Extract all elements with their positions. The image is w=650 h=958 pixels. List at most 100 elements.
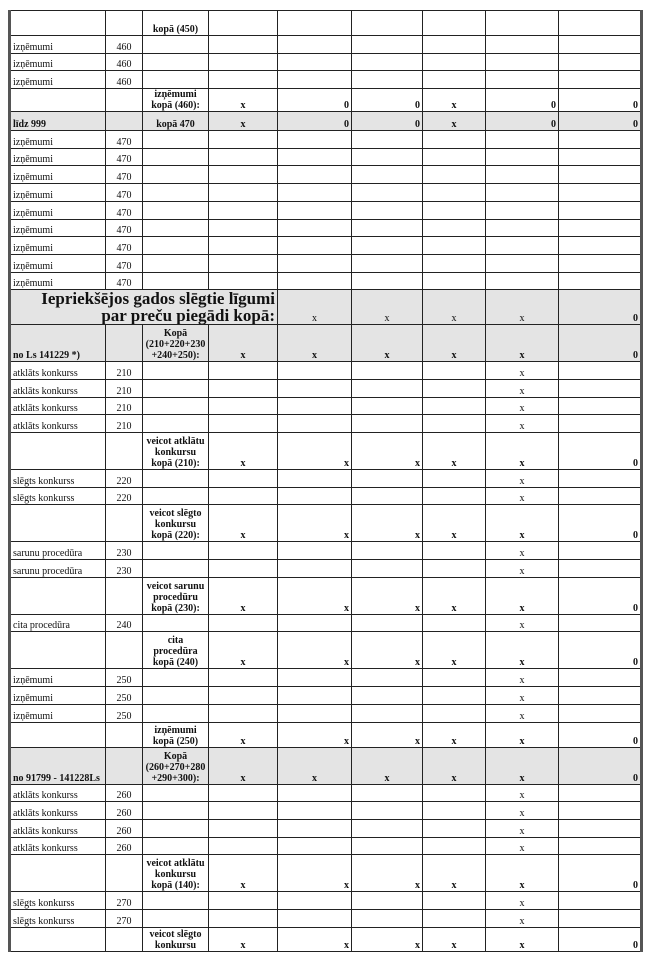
- table-cell: x: [277, 926, 352, 952]
- table-cell: [105, 746, 143, 785]
- table-cell: [208, 613, 278, 633]
- table-cell: [208, 486, 278, 506]
- table-row: izņēmumi 250 x: [9, 703, 642, 723]
- table-cell: [277, 147, 352, 167]
- table-cell: x: [422, 432, 486, 470]
- subtotal-row: veicot slēgto konkursu x x x x x 0: [9, 926, 642, 952]
- table-cell: 210: [105, 414, 143, 433]
- table-row: izņēmumi 470: [9, 271, 642, 291]
- group-total-row: līdz 999 kopā 470 x 0 0 x 0 0: [9, 111, 642, 132]
- table-cell: 0: [485, 111, 559, 132]
- table-cell: [558, 613, 642, 633]
- table-cell: [351, 783, 423, 803]
- table-cell: [105, 721, 143, 748]
- table-cell: [208, 783, 278, 803]
- table-cell: [277, 818, 352, 838]
- table-cell: [422, 486, 486, 506]
- table-cell: [351, 836, 423, 856]
- table-cell: x: [277, 746, 352, 785]
- table-cell: [485, 236, 559, 255]
- table-cell: [142, 801, 209, 820]
- table-cell: [558, 818, 642, 838]
- table-cell: [277, 783, 352, 803]
- table-cell: [277, 469, 352, 488]
- table-cell: [105, 631, 143, 670]
- table-cell: [208, 218, 278, 238]
- table-row: atklāts konkurss 260 x: [9, 801, 642, 820]
- table-cell: x: [485, 854, 559, 893]
- table-cell: 230: [105, 559, 143, 578]
- table-cell: [142, 130, 209, 149]
- group-total-row: no Ls 141229 *) Kopā (210+220+230 +240+25…: [9, 324, 642, 363]
- table-cell: 210: [105, 378, 143, 398]
- table-cell: [208, 891, 278, 910]
- table-cell: kopā 470: [142, 111, 209, 132]
- table-cell: [208, 147, 278, 167]
- table-cell: [422, 414, 486, 433]
- table-cell: [558, 52, 642, 72]
- table-cell: [277, 908, 352, 928]
- table-cell: x: [422, 576, 486, 615]
- table-cell: [558, 378, 642, 398]
- table-cell: x: [208, 111, 278, 132]
- table-cell: izņēmumi kopā (250): [142, 721, 209, 748]
- table-cell: 460: [105, 35, 143, 54]
- table-cell: [351, 361, 423, 380]
- table-cell: [277, 183, 352, 202]
- table-cell: [422, 10, 486, 36]
- table-cell: [277, 200, 352, 220]
- table-cell: x: [485, 414, 559, 433]
- table-cell: [277, 703, 352, 723]
- table-cell: [142, 818, 209, 838]
- table-cell: [485, 35, 559, 54]
- table-cell: [422, 200, 486, 220]
- table-row: izņēmumi 470: [9, 218, 642, 238]
- table-cell: [422, 218, 486, 238]
- table-cell: [558, 469, 642, 488]
- table-cell: 0: [558, 324, 642, 363]
- table-cell: x: [277, 432, 352, 470]
- table-cell: 470: [105, 253, 143, 273]
- table-row: izņēmumi 470: [9, 130, 642, 149]
- table-row: izņēmumi 470: [9, 147, 642, 167]
- table-cell: x: [422, 926, 486, 952]
- table-cell: x: [485, 908, 559, 928]
- table-cell: līdz 999: [9, 111, 106, 132]
- table-cell: veicot sarunu procedūru kopā (230):: [142, 576, 209, 615]
- table-cell: [558, 253, 642, 273]
- table-cell: [277, 891, 352, 910]
- table-cell: x: [208, 746, 278, 785]
- table-cell: izņēmumi: [9, 703, 106, 723]
- table-cell: izņēmumi: [9, 70, 106, 90]
- subtotal-row: veicot sarunu procedūru kopā (230): x x x x x…: [9, 576, 642, 615]
- table-cell: [208, 165, 278, 185]
- table-cell: izņēmumi kopā (460):: [142, 88, 209, 113]
- table-cell: [351, 271, 423, 291]
- table-row: atklāts konkurss 260 x: [9, 818, 642, 838]
- table-row: izņēmumi 460: [9, 35, 642, 54]
- table-cell: x: [422, 289, 486, 326]
- table-cell: [208, 836, 278, 856]
- table-cell: [485, 130, 559, 149]
- table-cell: [277, 218, 352, 238]
- table-cell: x: [485, 631, 559, 670]
- table-cell: [105, 576, 143, 615]
- table-cell: x: [351, 721, 423, 748]
- table-cell: atklāts konkurss: [9, 818, 106, 838]
- table-cell: x: [485, 613, 559, 633]
- table-cell: x: [351, 289, 423, 326]
- table-cell: [485, 218, 559, 238]
- table-cell: [558, 218, 642, 238]
- table-cell: [105, 111, 143, 132]
- table-cell: 230: [105, 541, 143, 561]
- table-cell: [208, 130, 278, 149]
- table-cell: [208, 271, 278, 291]
- table-cell: [277, 396, 352, 416]
- table-cell: x: [351, 324, 423, 363]
- table-cell: sarunu procedūra: [9, 541, 106, 561]
- table-cell: izņēmumi: [9, 668, 106, 688]
- table-cell: [208, 703, 278, 723]
- table-cell: 0: [558, 721, 642, 748]
- table-cell: x: [485, 746, 559, 785]
- table-cell: [208, 183, 278, 202]
